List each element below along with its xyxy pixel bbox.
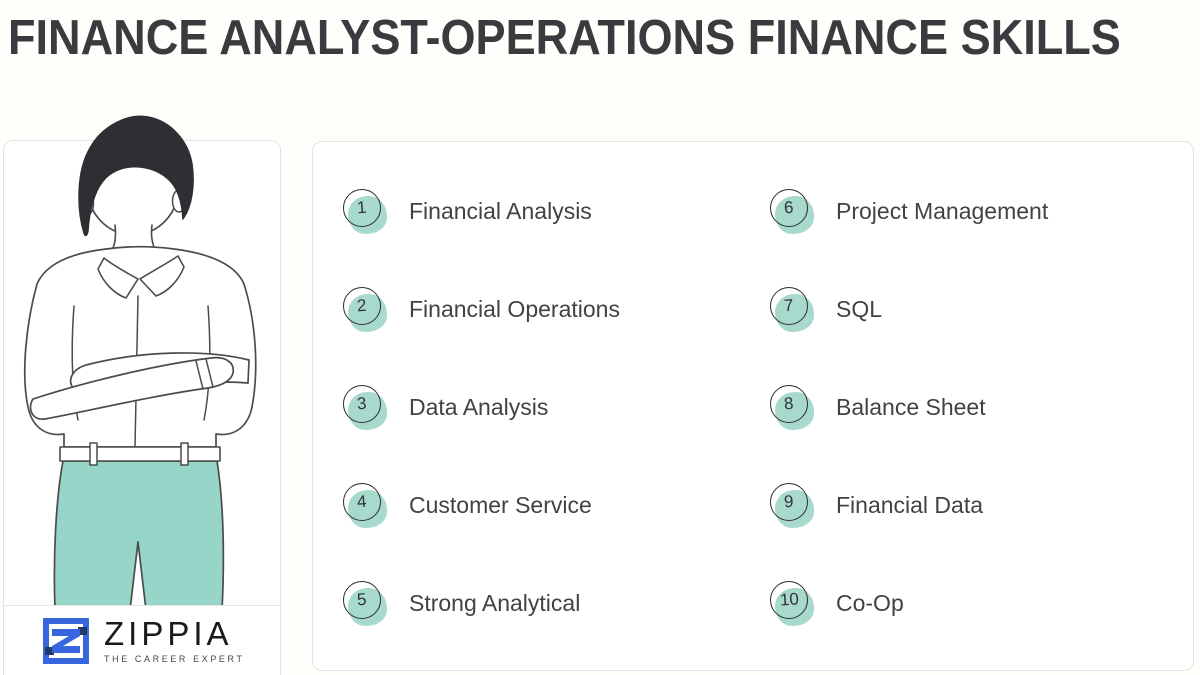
pants-shape (53, 460, 225, 611)
skill-item: 5 Strong Analytical (342, 580, 620, 627)
skill-number: 7 (783, 295, 795, 316)
skill-number: 2 (356, 295, 368, 316)
skill-number-badge: 9 (769, 482, 815, 529)
skill-label: Project Management (836, 198, 1049, 224)
skill-number-badge: 6 (769, 188, 815, 235)
zippia-z-icon (43, 617, 89, 664)
badge-ring: 9 (770, 483, 808, 521)
collar-left (97, 257, 139, 299)
badge-ring: 2 (343, 287, 381, 325)
skill-item: 9 Financial Data (769, 482, 1048, 529)
badge-ring: 6 (770, 189, 808, 227)
logo-tagline: THE CAREER EXPERT (104, 654, 245, 664)
badge-ring: 7 (770, 287, 808, 325)
skill-number-badge: 5 (342, 580, 388, 627)
skill-number: 8 (783, 393, 795, 414)
skill-number: 9 (783, 491, 795, 512)
skill-label: Financial Operations (409, 296, 620, 322)
badge-ring: 8 (770, 385, 808, 423)
skill-item: 8 Balance Sheet (769, 384, 1048, 431)
skill-label: Strong Analytical (409, 590, 581, 616)
skill-item: 1 Financial Analysis (342, 188, 620, 235)
skill-item: 7 SQL (769, 286, 1048, 333)
skill-label: SQL (836, 296, 883, 322)
skill-number: 1 (356, 197, 368, 218)
badge-ring: 3 (343, 385, 381, 423)
skill-item: 10 Co-Op (769, 580, 1048, 627)
badge-ring: 4 (343, 483, 381, 521)
skill-item: 3 Data Analysis (342, 384, 620, 431)
skill-label: Co-Op (836, 590, 904, 616)
belt-loop-right (180, 442, 189, 466)
skill-number-badge: 7 (769, 286, 815, 333)
badge-ring: 1 (343, 189, 381, 227)
skill-number-badge: 10 (769, 580, 815, 627)
logo-text: ZIPPIA THE CAREER EXPERT (104, 617, 245, 664)
skills-column-left: 1 Financial Analysis 2 Financial Operations… (342, 188, 620, 627)
badge-ring: 5 (343, 581, 381, 619)
skill-label: Customer Service (409, 492, 592, 518)
skill-number: 4 (356, 491, 368, 512)
logo-brand: ZIPPIA (104, 615, 233, 652)
forearm-over (29, 356, 235, 420)
page-title: FINANCE ANALYST-OPERATIONS FINANCE SKILL… (8, 11, 1121, 65)
collar-right (139, 255, 185, 297)
skill-label: Financial Analysis (409, 198, 592, 224)
skill-number-badge: 1 (342, 188, 388, 235)
skill-number: 3 (356, 393, 368, 414)
skill-item: 2 Financial Operations (342, 286, 620, 333)
skill-number: 6 (783, 197, 795, 218)
belt-loop-left (89, 442, 98, 466)
skill-number: 10 (778, 589, 800, 610)
skill-label: Balance Sheet (836, 394, 986, 420)
skill-number: 5 (356, 589, 368, 610)
skill-number-badge: 8 (769, 384, 815, 431)
skill-label: Data Analysis (409, 394, 549, 420)
skill-number-badge: 4 (342, 482, 388, 529)
badge-ring: 10 (770, 581, 808, 619)
skills-card: 1 Financial Analysis 2 Financial Operations… (312, 141, 1194, 671)
skill-number-badge: 2 (342, 286, 388, 333)
skill-item: 6 Project Management (769, 188, 1048, 235)
skill-label: Financial Data (836, 492, 984, 518)
person-illustration (23, 115, 257, 611)
skills-column-right: 6 Project Management 7 SQL 8 Balance Sheet 9 Fi… (769, 188, 1048, 627)
belt-shape (59, 446, 221, 462)
logo-strip: ZIPPIA THE CAREER EXPERT (4, 605, 280, 675)
hair-shape (78, 115, 194, 237)
cuff-lines (195, 358, 214, 390)
skill-item: 4 Customer Service (342, 482, 620, 529)
skill-number-badge: 3 (342, 384, 388, 431)
